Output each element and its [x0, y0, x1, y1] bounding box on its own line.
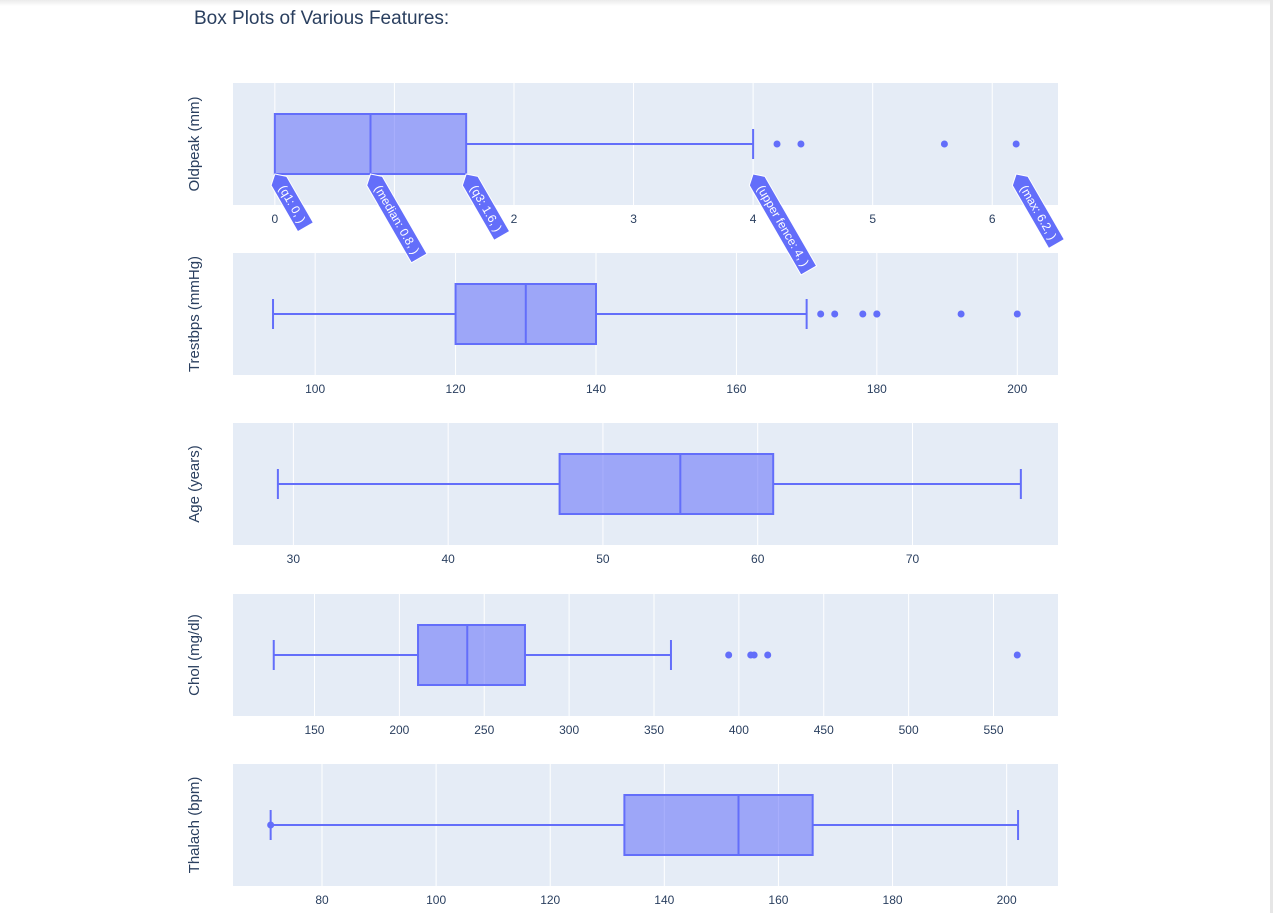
x-tick-label: 450	[814, 723, 834, 737]
annotation-box	[270, 173, 315, 233]
x-tick-label: 100	[426, 893, 446, 907]
outlier-point	[859, 310, 867, 318]
x-tick-label: 5	[869, 212, 876, 226]
x-tick-label: 350	[644, 723, 664, 737]
x-tick-label: 2	[511, 212, 518, 226]
x-tick-label: 140	[586, 382, 606, 396]
y-axis-title: Trestbps (mmHg)	[186, 256, 203, 372]
iqr-box	[558, 453, 775, 515]
scrollbar-track[interactable]	[1270, 0, 1273, 913]
x-tick-label: 60	[751, 552, 765, 566]
x-tick-label: 200	[389, 723, 409, 737]
outlier-point	[831, 310, 839, 318]
y-axis-title: Chol (mg/dl)	[186, 614, 203, 696]
y-axis-title: Age (years)	[186, 445, 203, 523]
annotation-box	[461, 173, 511, 241]
top-shadow-bar	[0, 0, 1273, 6]
outlier-point	[940, 140, 948, 148]
outlier-point	[817, 310, 825, 318]
x-tick-label: 40	[441, 552, 455, 566]
outlier-point	[957, 310, 965, 318]
y-axis-title: Oldpeak (mm)	[186, 96, 203, 191]
annotation-box	[748, 173, 818, 276]
outlier-point	[773, 140, 781, 148]
x-tick-label: 100	[305, 382, 325, 396]
outlier-point	[725, 651, 733, 659]
x-tick-label: 6	[989, 212, 996, 226]
x-tick-label: 70	[906, 552, 920, 566]
outlier-point	[267, 821, 275, 829]
x-tick-label: 80	[315, 893, 329, 907]
x-tick-label: 400	[729, 723, 749, 737]
x-tick-label: 160	[768, 893, 788, 907]
iqr-box	[417, 624, 526, 686]
x-tick-label: 550	[983, 723, 1003, 737]
x-tick-label: 30	[287, 552, 301, 566]
page-title: Box Plots of Various Features:	[194, 8, 450, 29]
x-tick-label: 0	[272, 212, 279, 226]
outlier-point	[797, 140, 805, 148]
x-tick-label: 4	[750, 212, 757, 226]
x-tick-label: 250	[474, 723, 494, 737]
outlier-point	[750, 651, 758, 659]
x-tick-label: 200	[1007, 382, 1027, 396]
x-tick-label: 120	[540, 893, 560, 907]
outlier-point	[1013, 310, 1021, 318]
x-tick-label: 180	[883, 893, 903, 907]
x-tick-label: 160	[726, 382, 746, 396]
x-tick-label: 500	[899, 723, 919, 737]
iqr-box	[623, 794, 814, 856]
x-tick-label: 200	[997, 893, 1017, 907]
y-axis-title: Thalach (bpm)	[186, 777, 203, 874]
x-tick-label: 300	[559, 723, 579, 737]
x-tick-label: 3	[630, 212, 637, 226]
x-tick-label: 180	[867, 382, 887, 396]
x-tick-label: 150	[304, 723, 324, 737]
outlier-point	[764, 651, 772, 659]
outlier-point	[1012, 140, 1020, 148]
annotation-box	[366, 173, 428, 264]
outlier-point	[873, 310, 881, 318]
x-tick-label: 120	[446, 382, 466, 396]
outlier-point	[1013, 651, 1021, 659]
x-tick-label: 140	[654, 893, 674, 907]
annotation-box	[1011, 173, 1065, 250]
x-tick-label: 50	[596, 552, 610, 566]
